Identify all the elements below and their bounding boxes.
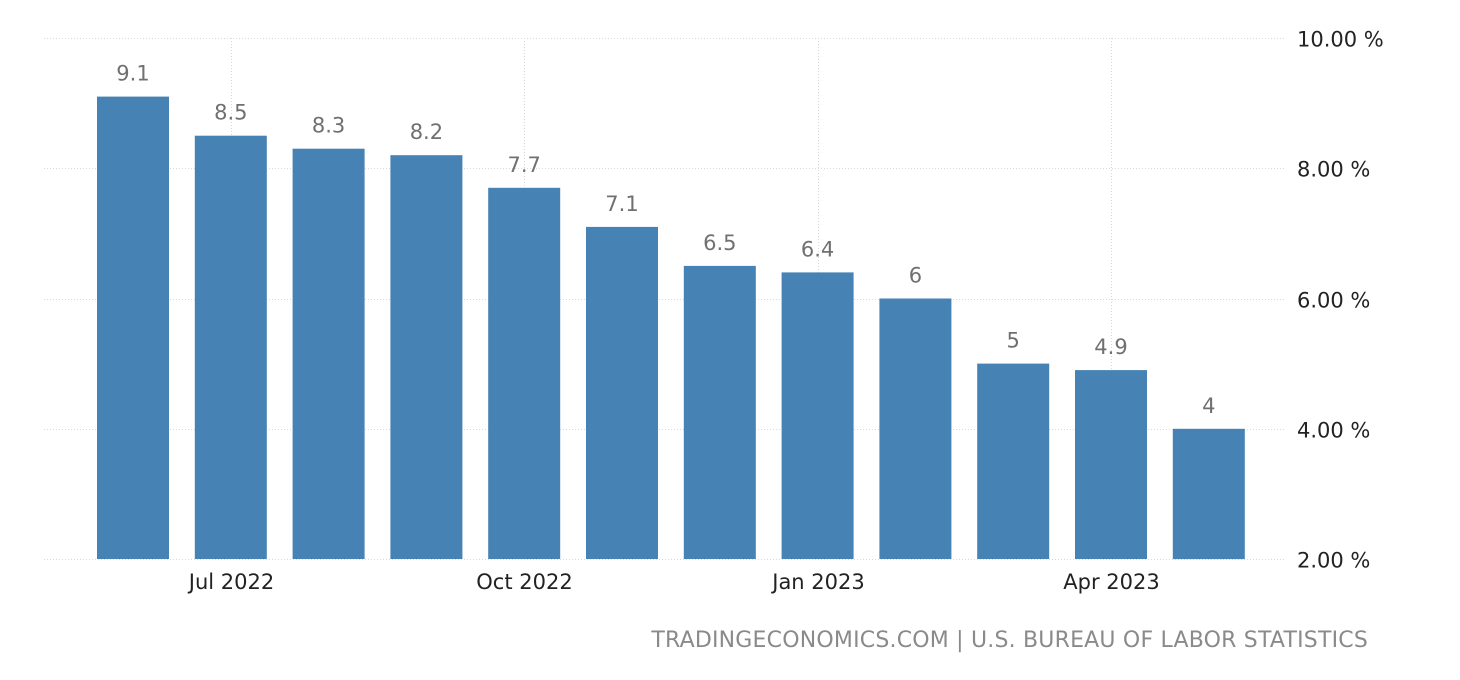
bar: [292, 148, 365, 559]
y-tick-label: 4.00 %: [1297, 419, 1370, 443]
y-tick-label: 8.00 %: [1297, 158, 1370, 182]
y-axis-ticks: 10.00 % 8.00 % 6.00 % 4.00 % 2.00 %: [1297, 28, 1384, 573]
y-tick-label: 6.00 %: [1297, 289, 1370, 313]
bar: [1075, 370, 1147, 559]
bar: [97, 96, 169, 559]
data-label: 8.5: [214, 101, 247, 125]
bar: [977, 363, 1050, 559]
bar: [683, 265, 756, 559]
data-label: 4.9: [1094, 335, 1127, 359]
data-label: 4: [1202, 394, 1215, 418]
bar: [879, 298, 952, 559]
bar: [194, 135, 267, 559]
data-label: 5: [1007, 329, 1020, 353]
bar: [390, 155, 463, 559]
bar: [1172, 428, 1245, 560]
source-credit: TRADINGECONOMICS.COM | U.S. BUREAU OF LA…: [651, 628, 1368, 653]
y-tick-label: 10.00 %: [1297, 28, 1384, 52]
bars: [97, 96, 1245, 560]
bar: [586, 226, 658, 559]
x-tick-label: Oct 2022: [476, 570, 572, 594]
data-label: 7.1: [605, 192, 638, 216]
x-tick-label: Apr 2023: [1063, 570, 1159, 594]
data-labels: 9.1 8.5 8.3 8.2 7.7 7.1 6.5 6.4 6 5 4.9 4: [116, 62, 1215, 418]
x-tick-label: Jan 2023: [770, 570, 865, 594]
data-label: 7.7: [507, 153, 540, 177]
data-label: 6.5: [703, 231, 736, 255]
data-label: 6: [909, 264, 922, 288]
data-label: 6.4: [801, 237, 834, 261]
data-label: 8.2: [410, 120, 443, 144]
x-tick-label: Jul 2022: [187, 570, 274, 594]
bar: [488, 187, 561, 560]
data-label: 8.3: [312, 114, 345, 138]
data-label: 9.1: [116, 62, 149, 86]
y-tick-label: 2.00 %: [1297, 549, 1370, 573]
bar: [781, 272, 854, 559]
x-axis-ticks: Jul 2022 Oct 2022 Jan 2023 Apr 2023: [187, 570, 1160, 594]
